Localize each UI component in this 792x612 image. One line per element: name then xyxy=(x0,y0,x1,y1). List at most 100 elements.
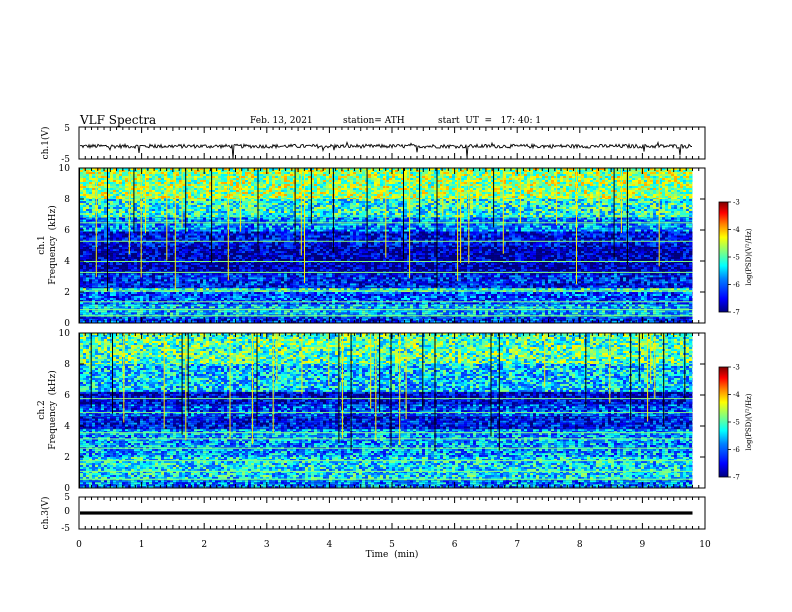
ch1-spec-cell xyxy=(422,273,425,275)
ch1-spec-cell xyxy=(296,279,299,281)
ch1-spec-cell xyxy=(536,279,539,281)
ch1-spec-cell xyxy=(218,310,221,312)
ch1-spec-cell xyxy=(623,292,626,294)
ch1-spec-cell xyxy=(605,275,608,277)
ch1-spec-cell xyxy=(431,279,434,281)
ch1-spec-cell xyxy=(458,317,461,319)
ch1-spec-cell xyxy=(224,281,227,283)
ch1-spec-cell xyxy=(86,288,89,290)
ch1-spec-cell xyxy=(248,279,251,281)
ch1-spec-cell xyxy=(332,312,335,314)
ch1-spec-cell xyxy=(110,310,113,312)
ch1-spec-cell xyxy=(317,288,320,290)
ch1-spec-cell xyxy=(215,292,218,294)
ch1-spec-cell xyxy=(287,304,290,306)
ch1-spec-cell xyxy=(485,279,488,281)
ch1-spec-cell xyxy=(569,279,572,281)
ch1-spec-cell xyxy=(629,312,632,314)
ch1-spec-cell xyxy=(470,319,473,321)
ch1-spec-cell xyxy=(545,310,548,312)
ch1-spec-cell xyxy=(95,298,98,300)
ch1-spec-cell xyxy=(602,312,605,314)
ch1-spec-cell xyxy=(107,294,110,296)
ch1-spec-cell xyxy=(350,319,353,321)
ch1-spec-cell xyxy=(365,298,368,300)
ch1-spec-cell xyxy=(518,304,521,306)
ch1-spec-cell xyxy=(656,317,659,319)
ch1-spec-cell xyxy=(503,317,506,319)
ch1-spec-cell xyxy=(368,312,371,314)
ch1-spec-cell xyxy=(566,296,569,298)
ch1-spec-cell xyxy=(635,306,638,308)
ch1-spec-cell xyxy=(278,277,281,279)
ch1-spec-cell xyxy=(389,273,392,275)
ch1-spec-cell xyxy=(323,306,326,308)
ch1-spec-cell xyxy=(644,279,647,281)
ch1-spec-cell xyxy=(248,281,251,283)
ch1-spec-cell xyxy=(143,277,146,279)
ch1-spec-cell xyxy=(659,277,662,279)
ch1-spec-cell xyxy=(320,298,323,300)
ch1-spec-cell xyxy=(590,277,593,279)
ch1-spec-cell xyxy=(584,288,587,290)
ch1-spec-cell xyxy=(590,298,593,300)
ch1-spec-cell xyxy=(653,317,656,319)
ch1-spec-cell xyxy=(146,279,149,281)
ch1-spec-cell xyxy=(194,281,197,283)
ch1-spec-cell xyxy=(329,294,332,296)
ch1-spec-cell xyxy=(416,310,419,312)
ch1-spec-cell xyxy=(275,292,278,294)
ch1-spec-cell xyxy=(566,310,569,312)
ch1-spec-cell xyxy=(449,304,452,306)
ch1-spec-cell xyxy=(233,317,236,319)
ch1-spec-cell xyxy=(152,306,155,308)
ch1-spec-cell xyxy=(500,275,503,277)
ch1-spec-cell xyxy=(584,298,587,300)
ch1-spec-cell xyxy=(299,277,302,279)
ch1-spec-cell xyxy=(233,296,236,298)
ch1-spec-cell xyxy=(86,281,89,283)
ch1-spec-cell xyxy=(464,310,467,312)
ch1-spec-cell xyxy=(278,279,281,281)
ch1-spec-cell xyxy=(260,312,263,314)
ch1-spec-cell xyxy=(650,310,653,312)
ch1-spec-cell xyxy=(353,317,356,319)
ch1-spec-cell xyxy=(164,281,167,283)
ch1-spec-cell xyxy=(275,312,278,314)
ch1-spec-cell xyxy=(605,310,608,312)
ch1-spec-cell xyxy=(581,288,584,290)
ch1-spec-cell xyxy=(410,312,413,314)
ch1-spec-cell xyxy=(194,319,197,321)
ch1-spec-cell xyxy=(176,306,179,308)
ch1-spec-cell xyxy=(653,310,656,312)
ch1-spec-cell xyxy=(617,312,620,314)
ch1-spec-cell xyxy=(680,294,683,296)
ch1-spec-cell xyxy=(170,317,173,319)
ch1-spec-cell xyxy=(419,306,422,308)
ch1-spec-cell xyxy=(527,275,530,277)
ch1-spec-cell xyxy=(443,306,446,308)
ch1-spec-cell xyxy=(128,273,131,275)
ch1-spec-cell xyxy=(422,292,425,294)
ch1-spec-cell xyxy=(362,317,365,319)
ch1-spec-cell xyxy=(428,294,431,296)
ch1-spec-cell xyxy=(263,317,266,319)
ch1-spec-cell xyxy=(530,319,533,321)
ch1-spec-cell xyxy=(536,304,539,306)
ch1-spec-cell xyxy=(332,279,335,281)
ch1-spec-cell xyxy=(218,312,221,314)
ch1-spec-cell xyxy=(308,310,311,312)
ch1-spec-cell xyxy=(560,292,563,294)
ch1-spec-cell xyxy=(425,310,428,312)
ch1-spec-cell xyxy=(470,317,473,319)
ch1-spec-cell xyxy=(491,310,494,312)
ch1-spec-cell xyxy=(401,288,404,290)
ch1-spec-cell xyxy=(485,317,488,319)
ch1-spec-cell xyxy=(161,273,164,275)
ch1-spec-cell xyxy=(167,312,170,314)
ch1-spec-cell xyxy=(203,273,206,275)
ch1-spec-cell xyxy=(476,312,479,314)
ch1-spec-cell xyxy=(230,279,233,281)
ch1-spec-cell xyxy=(155,279,158,281)
ch1-spec-cell xyxy=(236,292,239,294)
